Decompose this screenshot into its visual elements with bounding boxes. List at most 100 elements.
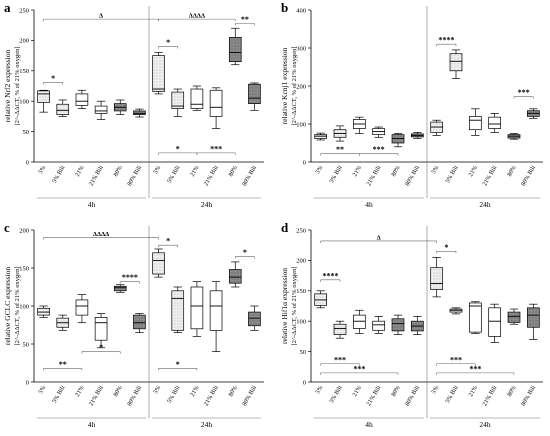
box-0: [37, 305, 50, 318]
box-7: [449, 307, 463, 315]
panel-letter: b: [281, 0, 288, 15]
box-body: [391, 318, 405, 332]
box-8: [190, 85, 204, 111]
y-tick-label: 400: [296, 7, 306, 14]
significance-label: *: [166, 38, 170, 47]
box-11: [248, 305, 261, 331]
significance-label: ***: [450, 355, 462, 364]
y-tick-label: 50: [23, 129, 30, 136]
box-body: [152, 55, 165, 92]
x-tick-label: 21% Bili: [365, 384, 382, 407]
box-9: [488, 303, 502, 343]
box-body: [152, 252, 165, 275]
y-tick-label: 250: [19, 7, 29, 14]
x-tick-label: 80% Bili: [241, 164, 258, 187]
significance-bracket: **: [234, 15, 255, 26]
x-tick-label: 21%: [74, 165, 86, 178]
x-tick-label: 80% Bili: [520, 164, 537, 187]
significance-label: ***: [353, 364, 365, 373]
y-tick-label: 0: [303, 379, 306, 386]
significance-bracket: *: [234, 248, 255, 259]
box-body: [94, 105, 108, 114]
box-body: [507, 311, 521, 323]
significance-bracket: ***: [320, 364, 399, 375]
x-tick-label: 80% Bili: [520, 384, 537, 407]
x-tick-label: 5%: [430, 385, 440, 396]
box-10: [228, 261, 242, 288]
y-tick-label: 100: [296, 121, 306, 128]
x-tick-label: 21% Bili: [481, 164, 498, 187]
y-tick-label: 200: [296, 258, 306, 265]
y-tick-label: 150: [19, 265, 29, 272]
box-4: [391, 133, 405, 148]
box-5: [410, 315, 424, 335]
x-tick-label: 80% Bili: [126, 164, 143, 187]
box-10: [228, 27, 242, 66]
box-4: [113, 99, 127, 115]
time-group-label: 4h: [365, 420, 373, 429]
significance-label: ***: [469, 364, 481, 373]
box-10: [507, 133, 521, 140]
x-tick-label: 80%: [506, 165, 518, 178]
x-tick-label: 5%: [314, 165, 324, 176]
box-1: [333, 320, 347, 339]
y-tick-label: 250: [296, 227, 306, 234]
y-tick-label: 150: [19, 68, 29, 75]
panel-letter: d: [281, 220, 289, 235]
box-1: [56, 314, 70, 331]
significance-label: *: [444, 243, 448, 252]
box-0: [37, 89, 50, 113]
x-tick-label: 5% Bili: [51, 164, 67, 184]
box-9: [488, 113, 502, 133]
box-body: [37, 90, 50, 103]
significance-bracket: *: [43, 74, 64, 85]
x-tick-label: 21% Bili: [88, 164, 105, 187]
box-4: [391, 314, 405, 335]
x-tick-label: 5% Bili: [328, 164, 344, 184]
box-6: [430, 257, 444, 298]
time-group-label: 4h: [365, 200, 373, 209]
box-6: [430, 119, 444, 136]
box-body: [209, 290, 223, 331]
significance-bracket: **: [320, 145, 360, 156]
time-group-label: 4h: [88, 200, 96, 209]
y-tick-label: 200: [19, 38, 29, 45]
significance-label: **: [59, 360, 67, 369]
x-tick-label: 80%: [112, 165, 124, 178]
box-0: [314, 290, 328, 309]
x-tick-label: 21%: [467, 165, 479, 178]
significance-label: *: [243, 248, 247, 257]
box-3: [94, 313, 108, 349]
x-tick-label: 5% Bili: [444, 384, 460, 404]
box-body: [449, 53, 463, 72]
box-2: [352, 116, 366, 134]
panel-c: c relative GCLC expression [2^-ΔΔCT, % of …: [3, 220, 264, 429]
x-tick-label: 5%: [152, 385, 162, 396]
box-11: [526, 108, 540, 119]
box-7: [171, 286, 185, 333]
x-tick-label: 5%: [37, 165, 47, 176]
x-tick-label: 80%: [227, 385, 239, 398]
box-11: [526, 303, 540, 340]
box-body: [333, 323, 347, 335]
panel-letter: c: [4, 220, 10, 235]
significance-label: **: [336, 145, 344, 154]
significance-bracket: ****: [320, 271, 341, 282]
x-tick-label: 21%: [467, 385, 479, 398]
box-body: [248, 83, 261, 104]
time-group-label: 24h: [479, 420, 491, 429]
significance-bracket: Δ: [43, 13, 159, 22]
y-tick-label: 50: [300, 349, 307, 356]
x-tick-label: 5%: [152, 165, 162, 176]
box-body: [133, 110, 146, 115]
box-0: [314, 132, 328, 141]
significance-label: *: [176, 144, 180, 153]
box-body: [468, 302, 482, 333]
significance-label: *: [176, 360, 180, 369]
significance-bracket: **: [43, 360, 83, 371]
box-body: [94, 317, 108, 341]
x-tick-label: 21%: [189, 385, 201, 398]
x-tick-label: 21% Bili: [365, 164, 382, 187]
box-1: [333, 125, 347, 142]
